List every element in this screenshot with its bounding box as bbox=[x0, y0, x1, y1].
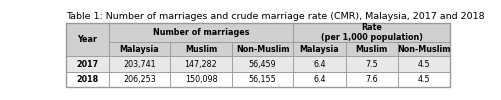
Bar bbox=[108, 72, 170, 88]
Text: 6.4: 6.4 bbox=[313, 60, 325, 69]
Bar bbox=[108, 23, 293, 42]
Bar bbox=[170, 72, 231, 88]
Bar bbox=[345, 42, 397, 56]
Text: Table 1: Number of marriages and crude marriage rate (CMR), Malaysia, 2017 and 2: Table 1: Number of marriages and crude m… bbox=[66, 12, 483, 21]
Bar bbox=[345, 56, 397, 72]
Text: 56,459: 56,459 bbox=[248, 60, 276, 69]
Bar bbox=[108, 72, 170, 88]
Text: Malaysia: Malaysia bbox=[299, 45, 339, 54]
Bar bbox=[108, 42, 170, 56]
Bar bbox=[231, 56, 293, 72]
Bar bbox=[293, 72, 345, 88]
Text: 56,155: 56,155 bbox=[248, 75, 276, 84]
Bar bbox=[345, 42, 397, 56]
Text: Rate
(per 1,000 population): Rate (per 1,000 population) bbox=[320, 23, 422, 42]
Bar bbox=[66, 72, 108, 88]
Text: Muslim: Muslim bbox=[184, 45, 216, 54]
Bar bbox=[397, 72, 449, 88]
Bar bbox=[345, 56, 397, 72]
Bar bbox=[397, 42, 449, 56]
Bar bbox=[293, 23, 449, 42]
Bar bbox=[397, 56, 449, 72]
Bar bbox=[231, 42, 293, 56]
Text: 150,098: 150,098 bbox=[184, 75, 217, 84]
Bar bbox=[66, 56, 108, 72]
Bar bbox=[170, 42, 231, 56]
Text: Year: Year bbox=[77, 35, 97, 44]
Text: Number of marriages: Number of marriages bbox=[152, 28, 248, 37]
Bar bbox=[170, 72, 231, 88]
Text: 7.6: 7.6 bbox=[365, 75, 377, 84]
Bar bbox=[293, 72, 345, 88]
Bar bbox=[231, 72, 293, 88]
Bar bbox=[170, 42, 231, 56]
Bar bbox=[293, 42, 345, 56]
Bar bbox=[293, 56, 345, 72]
Bar bbox=[345, 72, 397, 88]
Bar bbox=[108, 56, 170, 72]
Text: 2018: 2018 bbox=[76, 75, 98, 84]
Bar bbox=[66, 72, 108, 88]
Bar bbox=[108, 42, 170, 56]
Bar bbox=[397, 56, 449, 72]
Bar bbox=[66, 23, 449, 88]
Bar bbox=[345, 72, 397, 88]
Bar bbox=[66, 56, 108, 72]
Text: 147,282: 147,282 bbox=[184, 60, 217, 69]
Bar bbox=[231, 42, 293, 56]
Text: 203,741: 203,741 bbox=[123, 60, 155, 69]
Bar bbox=[293, 23, 449, 42]
Text: 2017: 2017 bbox=[76, 60, 98, 69]
Text: 4.5: 4.5 bbox=[417, 75, 429, 84]
Text: Muslim: Muslim bbox=[355, 45, 387, 54]
Text: Non-Muslim: Non-Muslim bbox=[396, 45, 449, 54]
Text: 206,253: 206,253 bbox=[123, 75, 155, 84]
Bar bbox=[293, 42, 345, 56]
Text: Non-Muslim: Non-Muslim bbox=[235, 45, 289, 54]
Bar bbox=[170, 56, 231, 72]
Bar bbox=[66, 23, 108, 56]
Text: 4.5: 4.5 bbox=[417, 60, 429, 69]
Text: 6.4: 6.4 bbox=[313, 75, 325, 84]
Bar bbox=[397, 72, 449, 88]
Bar bbox=[170, 56, 231, 72]
Bar bbox=[108, 23, 293, 42]
Bar bbox=[397, 42, 449, 56]
Text: Malaysia: Malaysia bbox=[119, 45, 159, 54]
Bar bbox=[231, 56, 293, 72]
Text: 7.5: 7.5 bbox=[365, 60, 377, 69]
Bar bbox=[293, 56, 345, 72]
Bar bbox=[66, 23, 108, 56]
Bar bbox=[231, 72, 293, 88]
Bar bbox=[108, 56, 170, 72]
